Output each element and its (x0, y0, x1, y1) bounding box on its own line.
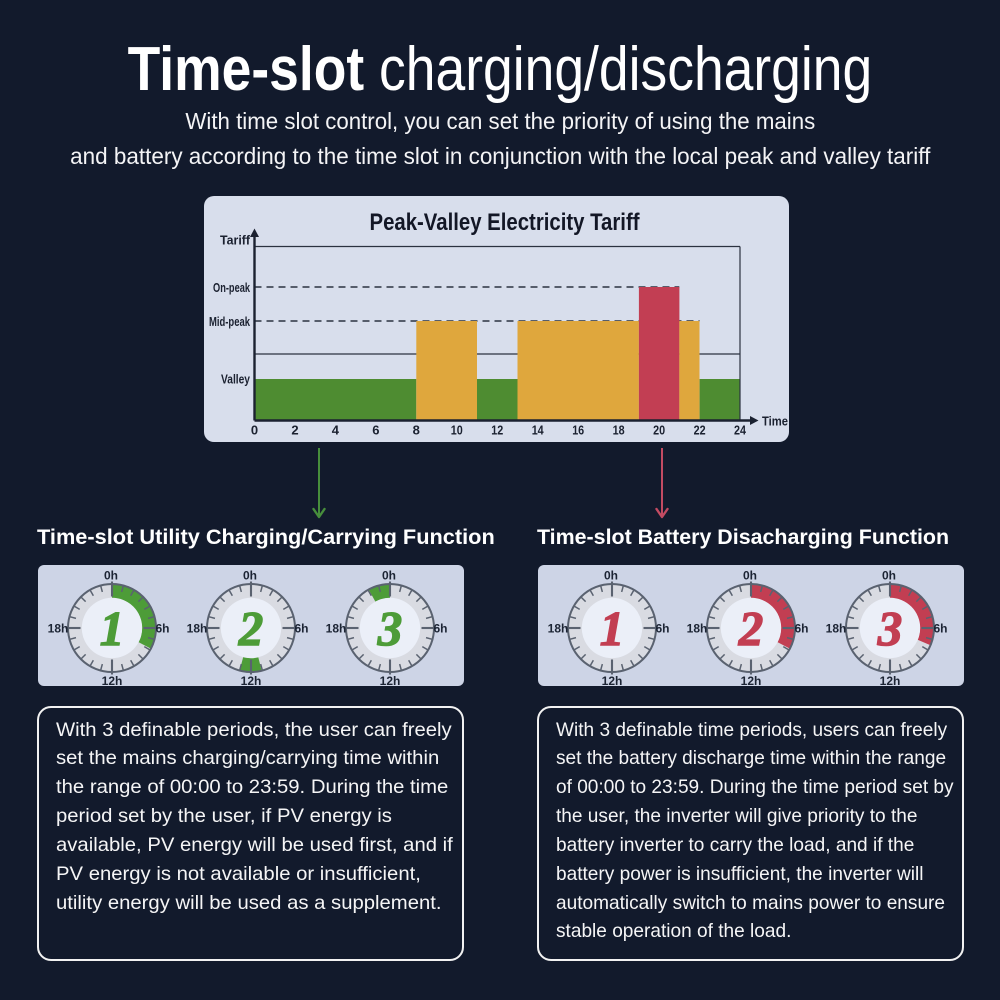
svg-text:18h: 18h (825, 622, 846, 636)
svg-text:Valley: Valley (221, 372, 251, 387)
svg-text:6: 6 (372, 423, 379, 438)
svg-text:12h: 12h (601, 674, 622, 686)
svg-text:14: 14 (532, 423, 545, 438)
svg-text:6h: 6h (294, 622, 308, 636)
svg-text:0h: 0h (242, 569, 256, 583)
svg-text:On-peak: On-peak (213, 280, 251, 295)
svg-text:12h: 12h (379, 674, 400, 686)
svg-text:12h: 12h (101, 674, 122, 686)
svg-text:18h: 18h (325, 622, 346, 636)
svg-text:4: 4 (332, 423, 340, 438)
svg-text:1: 1 (599, 601, 624, 656)
svg-text:6h: 6h (794, 622, 808, 636)
svg-text:24: 24 (734, 423, 747, 438)
svg-text:12h: 12h (240, 674, 261, 686)
svg-text:1: 1 (99, 601, 124, 656)
svg-text:Time: Time (762, 414, 788, 429)
svg-text:0: 0 (251, 423, 258, 438)
svg-text:12h: 12h (740, 674, 761, 686)
svg-text:0h: 0h (742, 569, 756, 583)
svg-text:2: 2 (237, 601, 263, 656)
svg-text:8: 8 (413, 423, 420, 438)
svg-text:18: 18 (613, 423, 625, 438)
svg-text:3: 3 (376, 601, 402, 656)
svg-text:18h: 18h (686, 622, 707, 636)
svg-text:6h: 6h (655, 622, 669, 636)
svg-text:18h: 18h (186, 622, 207, 636)
svg-text:0h: 0h (103, 569, 117, 583)
svg-text:20: 20 (653, 423, 665, 438)
svg-text:16: 16 (572, 423, 584, 438)
svg-text:0h: 0h (381, 569, 395, 583)
svg-text:Tariff: Tariff (220, 233, 251, 248)
svg-text:2: 2 (291, 423, 298, 438)
svg-text:0h: 0h (881, 569, 895, 583)
svg-text:12h: 12h (879, 674, 900, 686)
svg-text:10: 10 (451, 423, 463, 438)
svg-text:0h: 0h (603, 569, 617, 583)
svg-text:6h: 6h (155, 622, 169, 636)
svg-text:18h: 18h (47, 622, 68, 636)
svg-text:12: 12 (491, 423, 503, 438)
svg-text:22: 22 (694, 423, 706, 438)
svg-text:3: 3 (876, 601, 902, 656)
svg-text:6h: 6h (433, 622, 447, 636)
svg-text:Peak-Valley Electricity Tariff: Peak-Valley Electricity Tariff (370, 209, 641, 236)
svg-text:6h: 6h (933, 622, 947, 636)
svg-text:2: 2 (737, 601, 763, 656)
svg-text:Mid-peak: Mid-peak (209, 314, 251, 329)
svg-text:18h: 18h (547, 622, 568, 636)
